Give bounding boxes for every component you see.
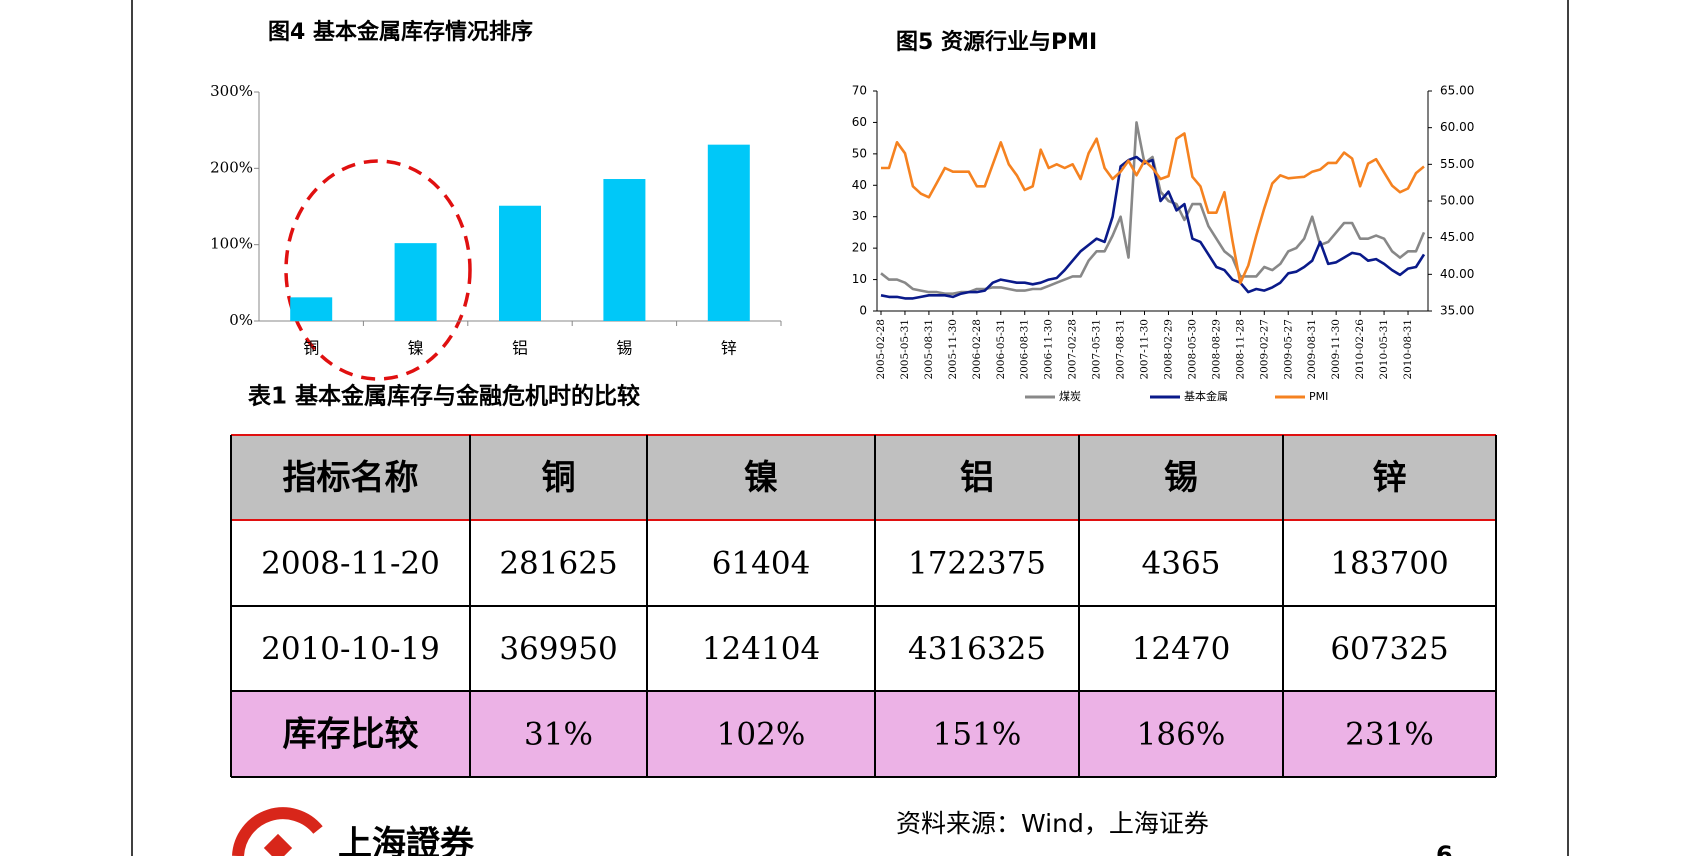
table-row-bg (231, 606, 1496, 691)
table-row-bg (231, 520, 1496, 606)
table-cell: 369950 (499, 631, 617, 667)
table-cell: 102% (717, 717, 806, 753)
y-tick-label: 70 (852, 84, 867, 98)
table-cell: 1722375 (908, 546, 1046, 582)
highlight-circle (284, 159, 472, 381)
x-tick-label: 2005-08-31 (923, 319, 935, 380)
logo-text: 上海證券 (338, 824, 475, 856)
x-tick-label: 2005-02-28 (875, 319, 887, 380)
x-tick-label: 2009-05-27 (1282, 319, 1294, 380)
series-line (881, 132, 1425, 285)
y2-tick-label: 60.00 (1440, 120, 1474, 134)
y-tick-label: 300% (210, 82, 253, 100)
bar (499, 205, 541, 321)
y-tick-label: 30 (852, 209, 867, 223)
table-cell: 指标名称 (283, 458, 419, 498)
y-tick-label: 200% (210, 158, 253, 176)
x-tick-label: 2008-05-30 (1186, 319, 1198, 380)
x-tick-label: 铝 (512, 339, 528, 358)
y2-tick-label: 40.00 (1440, 267, 1474, 281)
bar (290, 297, 333, 321)
x-tick-label: 2007-08-31 (1115, 319, 1127, 380)
x-tick-label: 镍 (408, 339, 424, 358)
y-tick-label: 100% (210, 235, 253, 253)
y2-tick-label: 45.00 (1440, 230, 1474, 244)
x-tick-label: 2010-08-31 (1402, 319, 1414, 380)
y-tick-label: 40 (852, 178, 867, 192)
table-title: 表1 基本金属库存与金融危机时的比较 (248, 383, 640, 410)
x-tick-label: 2009-11-30 (1330, 319, 1342, 380)
table-cell: 4316325 (908, 631, 1046, 667)
table-cell: 61404 (712, 546, 811, 582)
table-cell: 281625 (499, 546, 617, 582)
series-line (880, 155, 1426, 300)
x-tick-label: 2006-11-30 (1043, 319, 1055, 380)
table-cell: 铝 (960, 458, 994, 498)
x-tick-label: 2007-11-30 (1139, 319, 1151, 380)
x-tick-label: 2006-02-28 (971, 319, 983, 380)
table-cell: 4365 (1142, 546, 1221, 582)
source-note: 资料来源：Wind，上海证券 (896, 809, 1209, 838)
legend-label: PMI (1309, 390, 1328, 403)
x-tick-label: 2010-02-26 (1354, 319, 1366, 380)
x-tick-label: 锡 (616, 339, 632, 358)
y2-tick-label: 35.00 (1440, 304, 1474, 318)
table-cell: 锡 (1164, 458, 1198, 498)
legend-label: 基本金属 (1184, 389, 1228, 403)
logo-icon (232, 807, 323, 856)
y2-tick-label: 65.00 (1440, 84, 1474, 98)
x-tick-label: 2005-05-31 (899, 319, 911, 380)
table-cell: 2008-11-20 (261, 546, 440, 582)
bar (707, 144, 750, 321)
table-cell: 锌 (1373, 458, 1407, 498)
table-cell: 186% (1137, 717, 1226, 753)
x-tick-label: 2008-02-29 (1162, 319, 1174, 380)
table-cell: 31% (524, 717, 593, 753)
table-cell: 12470 (1132, 631, 1231, 667)
table-cell: 库存比较 (283, 715, 419, 755)
table-cell: 183700 (1330, 546, 1448, 582)
x-tick-label: 2009-02-27 (1258, 319, 1270, 380)
y2-tick-label: 55.00 (1440, 157, 1474, 171)
x-tick-label: 铜 (303, 339, 319, 358)
x-tick-label: 2006-08-31 (1019, 319, 1031, 380)
table-row-bg (231, 691, 1496, 777)
chart-title: 图5 资源行业与PMI (896, 29, 1097, 55)
y-tick-label: 10 (852, 272, 867, 286)
table-cell: 124104 (702, 631, 820, 667)
page-number: 6 (1436, 841, 1453, 856)
y-tick-label: 0% (229, 311, 253, 329)
y-tick-label: 20 (852, 241, 867, 255)
x-tick-label: 锌 (721, 339, 737, 358)
table-row-bg (231, 435, 1496, 520)
table-cell: 镍 (744, 458, 778, 498)
table-cell: 607325 (1330, 631, 1448, 667)
y-tick-label: 0 (859, 304, 867, 318)
bar (603, 179, 646, 321)
x-tick-label: 2007-02-28 (1067, 319, 1079, 380)
y-tick-label: 60 (852, 115, 867, 129)
table-cell: 151% (933, 717, 1022, 753)
bar (394, 243, 437, 321)
chart-title: 图4 基本金属库存情况排序 (268, 19, 533, 45)
x-tick-label: 2006-05-31 (995, 319, 1007, 380)
table-cell: 铜 (542, 458, 576, 498)
x-tick-label: 2008-11-28 (1234, 319, 1246, 380)
legend-label: 煤炭 (1059, 390, 1081, 403)
x-tick-label: 2009-08-31 (1306, 319, 1318, 380)
x-tick-label: 2010-05-31 (1378, 319, 1390, 380)
x-tick-label: 2005-11-30 (947, 319, 959, 380)
table-cell: 2010-10-19 (261, 631, 440, 667)
y2-tick-label: 50.00 (1440, 194, 1474, 208)
series-line (880, 121, 1426, 295)
x-tick-label: 2008-08-29 (1210, 319, 1222, 380)
table-cell: 231% (1345, 717, 1434, 753)
x-tick-label: 2007-05-31 (1091, 319, 1103, 380)
y-tick-label: 50 (852, 146, 867, 160)
